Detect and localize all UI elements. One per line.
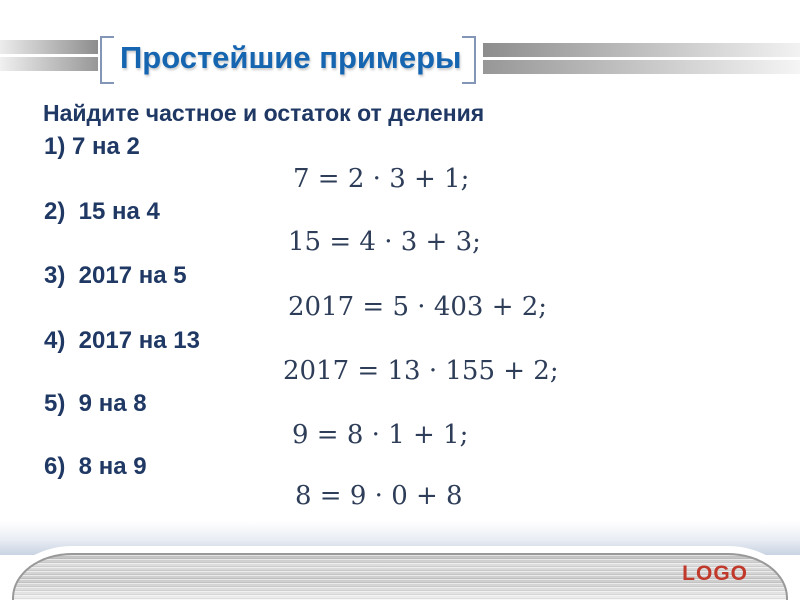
task-prompt: Найдите частное и остаток от деления <box>43 100 485 126</box>
problem-2-label: 2) 15 на 4 <box>44 198 160 225</box>
header-bar-right-bottom <box>483 60 800 74</box>
problem-3-label: 3) 2017 на 5 <box>44 262 187 289</box>
header-bar-left-bottom <box>0 57 98 71</box>
problem-4-label: 4) 2017 на 13 <box>44 327 200 354</box>
title-bracket-right-icon <box>462 36 476 84</box>
problem-1-label: 1) 7 на 2 <box>44 133 140 160</box>
header-bar-right-top <box>483 43 800 57</box>
title-bracket-left-icon <box>100 36 114 84</box>
footer-blue-gradient <box>0 521 800 555</box>
equation-2: 15 = 4 · 3 + 3; <box>288 227 481 257</box>
header-bar-left-top <box>0 40 98 54</box>
equation-4: 2017 = 13 · 155 + 2; <box>283 356 559 386</box>
logo-text: LOGO <box>682 562 748 585</box>
equation-6: 8 = 9 · 0 + 8 <box>295 481 463 511</box>
equation-5: 9 = 8 · 1 + 1; <box>292 420 469 450</box>
equation-1: 7 = 2 · 3 + 1; <box>293 164 470 194</box>
problem-6-label: 6) 8 на 9 <box>44 453 147 480</box>
problem-5-label: 5) 9 на 8 <box>44 390 147 417</box>
equation-3: 2017 = 5 · 403 + 2; <box>288 292 548 322</box>
slide-title: Простейшие примеры <box>120 40 462 75</box>
footer-metal-bar <box>12 553 788 600</box>
